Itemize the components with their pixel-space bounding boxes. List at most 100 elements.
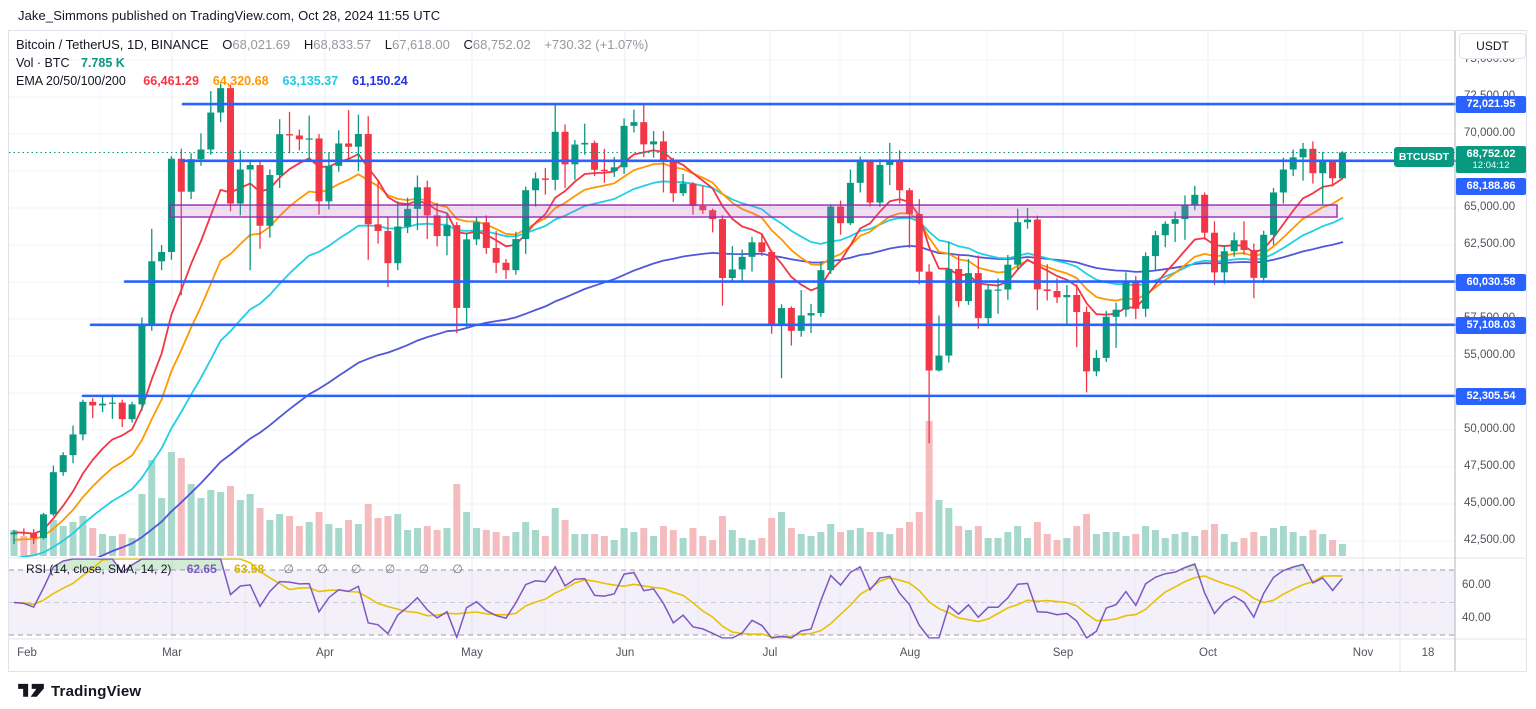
volume-bar <box>1024 538 1032 556</box>
candle-body <box>1260 234 1268 278</box>
candle-body <box>1319 161 1327 174</box>
candlestick-series[interactable] <box>10 83 1346 544</box>
candle-body <box>187 159 195 192</box>
volume-bar <box>1132 534 1140 556</box>
volume-bar <box>876 532 884 556</box>
volume-bar <box>1289 532 1297 556</box>
time-tick-label: Sep <box>1052 647 1074 659</box>
candle-body <box>138 325 146 405</box>
ema-legend-row: EMA 20/50/100/200 66,461.29 64,320.68 63,1… <box>16 74 408 88</box>
candle-body <box>541 178 549 180</box>
volume-bar <box>256 508 264 556</box>
price-zone-drawing[interactable] <box>169 204 1338 218</box>
candle-body <box>1102 316 1110 358</box>
candle-body <box>768 251 776 326</box>
candle-body <box>561 131 569 165</box>
ohlc-change-value: +730.32 (+1.07%) <box>544 37 649 52</box>
ema-legend-value: 64,320.68 <box>212 74 269 88</box>
volume-bar <box>413 528 421 556</box>
volume-bar <box>630 532 638 556</box>
volume-bar <box>1220 534 1228 556</box>
volume-bar <box>1053 540 1061 556</box>
candle-body <box>925 271 933 371</box>
candle-body <box>423 187 431 216</box>
symbol-title: Bitcoin / TetherUS, 1D, BINANCE <box>16 37 209 52</box>
candle-body <box>1279 169 1287 193</box>
candle-body <box>276 134 284 175</box>
candle-body <box>620 125 628 168</box>
candle-body <box>286 134 294 136</box>
candle-body <box>600 169 608 172</box>
volume-bar <box>453 484 461 556</box>
candle-body <box>1151 235 1159 257</box>
candle-body <box>896 159 904 191</box>
candle-body <box>1063 295 1071 298</box>
volume-bar <box>522 522 530 556</box>
candle-body <box>482 222 490 248</box>
candle-body <box>974 273 982 319</box>
candle-body <box>1073 295 1081 313</box>
support-resistance-rays[interactable] <box>81 102 1457 398</box>
volume-bar <box>787 528 795 556</box>
volume-bar <box>1210 524 1218 556</box>
tradingview-logo-icon <box>18 683 44 697</box>
candle-body <box>669 159 677 194</box>
candle-body <box>758 242 766 252</box>
symbol-price-tag[interactable]: BTCUSDT <box>1394 147 1454 167</box>
rsi-tick-label: 40.00 <box>1462 611 1491 624</box>
candle-body <box>679 183 687 194</box>
volume-bar <box>148 460 156 556</box>
time-tick-label: Jul <box>762 647 778 659</box>
candle-body <box>964 273 972 302</box>
candle-body <box>413 187 421 209</box>
candle-body <box>650 141 658 145</box>
candle-body <box>30 533 38 539</box>
chart-card <box>8 30 1527 672</box>
tradingview-logo-text: TradingView <box>51 682 142 700</box>
candle-body <box>1024 219 1032 223</box>
candle-body <box>177 158 185 192</box>
volume-bar <box>866 532 874 556</box>
candle-body <box>551 131 559 180</box>
volume-bar <box>167 452 175 556</box>
candle-body <box>689 183 697 206</box>
candle-body <box>1112 309 1120 317</box>
currency-toggle-button[interactable]: USDT <box>1459 33 1526 59</box>
volume-bar <box>610 540 618 556</box>
candle-body <box>1210 232 1218 273</box>
volume-bar <box>856 528 864 556</box>
volume-bar <box>187 484 195 556</box>
volume-bar <box>20 536 28 556</box>
candle-body <box>148 261 156 326</box>
volume-value: 7.785 K <box>80 56 125 70</box>
candle-body <box>659 141 667 160</box>
candle-body <box>581 142 589 145</box>
candle-body <box>305 138 313 140</box>
rsi-pane[interactable] <box>9 558 1455 639</box>
candle-body <box>738 256 746 270</box>
volume-bar <box>1270 528 1278 556</box>
candle-body <box>630 122 638 126</box>
candle-body <box>591 142 599 170</box>
volume-bar <box>1181 532 1189 556</box>
volume-bar <box>994 538 1002 556</box>
volume-bar <box>640 528 648 556</box>
candle-body <box>463 239 471 308</box>
candle-body <box>433 215 441 237</box>
volume-bar <box>1191 536 1199 556</box>
tradingview-logo[interactable]: TradingView <box>18 681 141 701</box>
volume-bar <box>945 508 953 556</box>
candle-body <box>886 159 894 165</box>
volume-bar <box>955 526 963 556</box>
volume-bar <box>30 538 38 556</box>
candle-body <box>335 143 343 166</box>
volume-bar <box>384 516 392 556</box>
volume-bar <box>1299 536 1307 556</box>
ohlc-high-value: 68,833.57 <box>313 37 372 52</box>
volume-bar <box>738 538 746 556</box>
candle-body <box>325 165 333 202</box>
volume-bar <box>1260 536 1268 556</box>
volume-bar <box>482 530 490 556</box>
candle-body <box>522 190 530 240</box>
